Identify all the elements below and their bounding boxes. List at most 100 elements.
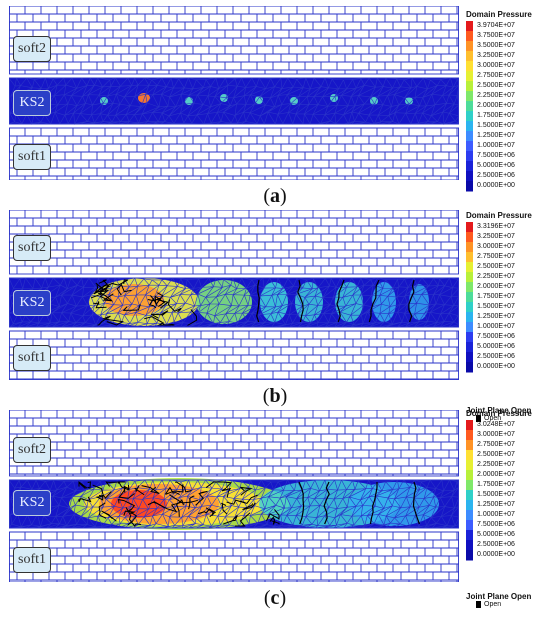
model-view-a: soft2 KS2 soft1 xyxy=(9,6,459,180)
colorbar-c xyxy=(466,420,473,561)
label-soft1: soft1 xyxy=(13,144,51,170)
tick-label: 2.5000E+07 xyxy=(477,82,515,89)
colorbar-segment xyxy=(466,252,473,263)
colorbar-segment xyxy=(466,121,473,132)
tick-label: 0.0000E+00 xyxy=(477,363,515,370)
tick-label: 0.0000E+00 xyxy=(477,182,515,189)
tick-label: 1.2500E+07 xyxy=(477,132,515,139)
colorbar-segment xyxy=(466,302,473,313)
triangle-mesh xyxy=(9,479,459,529)
colorbar-segment xyxy=(466,530,473,541)
legend-b: Domain Pressure 3.3196E+07 3.2500E+07 3.00… xyxy=(466,211,550,422)
tick-label: 3.3196E+07 xyxy=(477,223,515,230)
colorbar-segment xyxy=(466,222,473,233)
tick-label: 1.0000E+07 xyxy=(477,142,515,149)
tick-label: 5.0000E+06 xyxy=(477,531,515,538)
tick-list-b: 3.3196E+07 3.2500E+07 3.0000E+07 2.7500E+07… xyxy=(477,222,515,372)
tick-label: 2.7500E+07 xyxy=(477,72,515,79)
model-view-c: soft2 KS2 soft1 xyxy=(9,410,459,582)
colorbar-segment xyxy=(466,470,473,481)
colorbar-segment xyxy=(466,332,473,343)
label-ks2: KS2 xyxy=(13,290,51,316)
tick-label: 1.7500E+07 xyxy=(477,293,515,300)
colorbar-segment xyxy=(466,510,473,521)
colorbar-a xyxy=(466,21,473,192)
pressure-zone xyxy=(185,97,193,105)
colorbar-segment xyxy=(466,520,473,531)
tick-label: 2.0000E+07 xyxy=(477,283,515,290)
colorbar-segment xyxy=(466,141,473,152)
colorbar-segment xyxy=(466,322,473,333)
tick-label: 1.0000E+07 xyxy=(477,323,515,330)
caption-c: (c) xyxy=(263,587,287,609)
label-soft1: soft1 xyxy=(13,547,51,573)
colorbar-segment xyxy=(466,440,473,451)
colorbar-segment xyxy=(466,540,473,551)
tick-label: 3.2500E+07 xyxy=(477,233,515,240)
colorbar-segment xyxy=(466,151,473,162)
colorbar-segment xyxy=(466,420,473,431)
tick-label: 1.5000E+07 xyxy=(477,122,515,129)
label-ks2: KS2 xyxy=(13,490,51,516)
brick-mesh xyxy=(9,410,459,477)
tick-label: 3.7500E+07 xyxy=(477,32,515,39)
tick-label: 3.9704E+07 xyxy=(477,22,515,29)
tick-label: 1.0000E+07 xyxy=(477,511,515,518)
legend-body: 3.0248E+07 3.0000E+07 2.7500E+07 2.5000E+07… xyxy=(466,420,550,588)
colorbar-segment xyxy=(466,31,473,42)
tick-label: 2.0000E+07 xyxy=(477,471,515,478)
legend-title: Domain Pressure xyxy=(466,409,532,418)
colorbar-segment xyxy=(466,101,473,112)
colorbar-segment xyxy=(466,430,473,441)
tick-label: 2.5000E+06 xyxy=(477,541,515,548)
colorbar-segment xyxy=(466,312,473,323)
colorbar-segment xyxy=(466,450,473,461)
colorbar-segment xyxy=(466,262,473,273)
colorbar-segment xyxy=(466,71,473,82)
colorbar-segment xyxy=(466,81,473,92)
tick-label: 7.5000E+06 xyxy=(477,152,515,159)
tick-label: 5.0000E+06 xyxy=(477,343,515,350)
model-view-b: soft2 KS2 soft1 xyxy=(9,210,459,380)
brick-mesh xyxy=(9,531,459,582)
label-ks2: KS2 xyxy=(13,90,51,116)
colorbar-segment xyxy=(466,41,473,52)
colorbar-segment xyxy=(466,500,473,511)
open-swatch xyxy=(476,415,481,422)
joint-legend-title: Joint Plane Open xyxy=(466,406,532,415)
tick-list-a: 3.9704E+07 3.7500E+07 3.5000E+07 3.2500E+07… xyxy=(477,21,515,191)
colorbar-segment xyxy=(466,131,473,142)
colorbar-segment xyxy=(466,342,473,353)
tick-label: 7.5000E+06 xyxy=(477,333,515,340)
tick-label: 0.0000E+00 xyxy=(477,551,515,558)
caption-a: (a) xyxy=(263,185,287,207)
mesh-c xyxy=(9,410,459,582)
tick-label: 2.0000E+07 xyxy=(477,102,515,109)
colorbar-segment xyxy=(466,352,473,363)
caption-b: (b) xyxy=(262,385,288,407)
colorbar-segment xyxy=(466,61,473,72)
tick-label: 3.5000E+07 xyxy=(477,42,515,49)
legend-title: Domain Pressure xyxy=(466,10,532,19)
colorbar-segment xyxy=(466,550,473,561)
joint-open-network xyxy=(91,279,198,326)
joint-open-cracks xyxy=(256,279,415,323)
tick-label: 1.2500E+07 xyxy=(477,313,515,320)
joint-legend-item: Open xyxy=(476,415,550,422)
brick-mesh xyxy=(9,210,459,275)
tick-label: 1.2500E+07 xyxy=(477,501,515,508)
joint-open-network xyxy=(78,480,280,527)
legend-a: Domain Pressure 3.9704E+07 3.7500E+07 3.50… xyxy=(466,10,550,192)
tick-label: 1.5000E+07 xyxy=(477,491,515,498)
label-soft2: soft2 xyxy=(13,36,51,62)
label-soft2: soft2 xyxy=(13,437,51,463)
brick-mesh xyxy=(9,6,459,75)
legend-body: 3.3196E+07 3.2500E+07 3.0000E+07 2.7500E+07… xyxy=(466,222,550,402)
tick-label: 2.7500E+07 xyxy=(477,441,515,448)
tick-label: 1.7500E+07 xyxy=(477,481,515,488)
joint-legend-item: Open xyxy=(476,601,550,608)
brick-mesh xyxy=(9,330,459,380)
tick-label: 2.2500E+07 xyxy=(477,273,515,280)
open-swatch xyxy=(476,601,481,608)
pressure-zone xyxy=(255,96,263,104)
